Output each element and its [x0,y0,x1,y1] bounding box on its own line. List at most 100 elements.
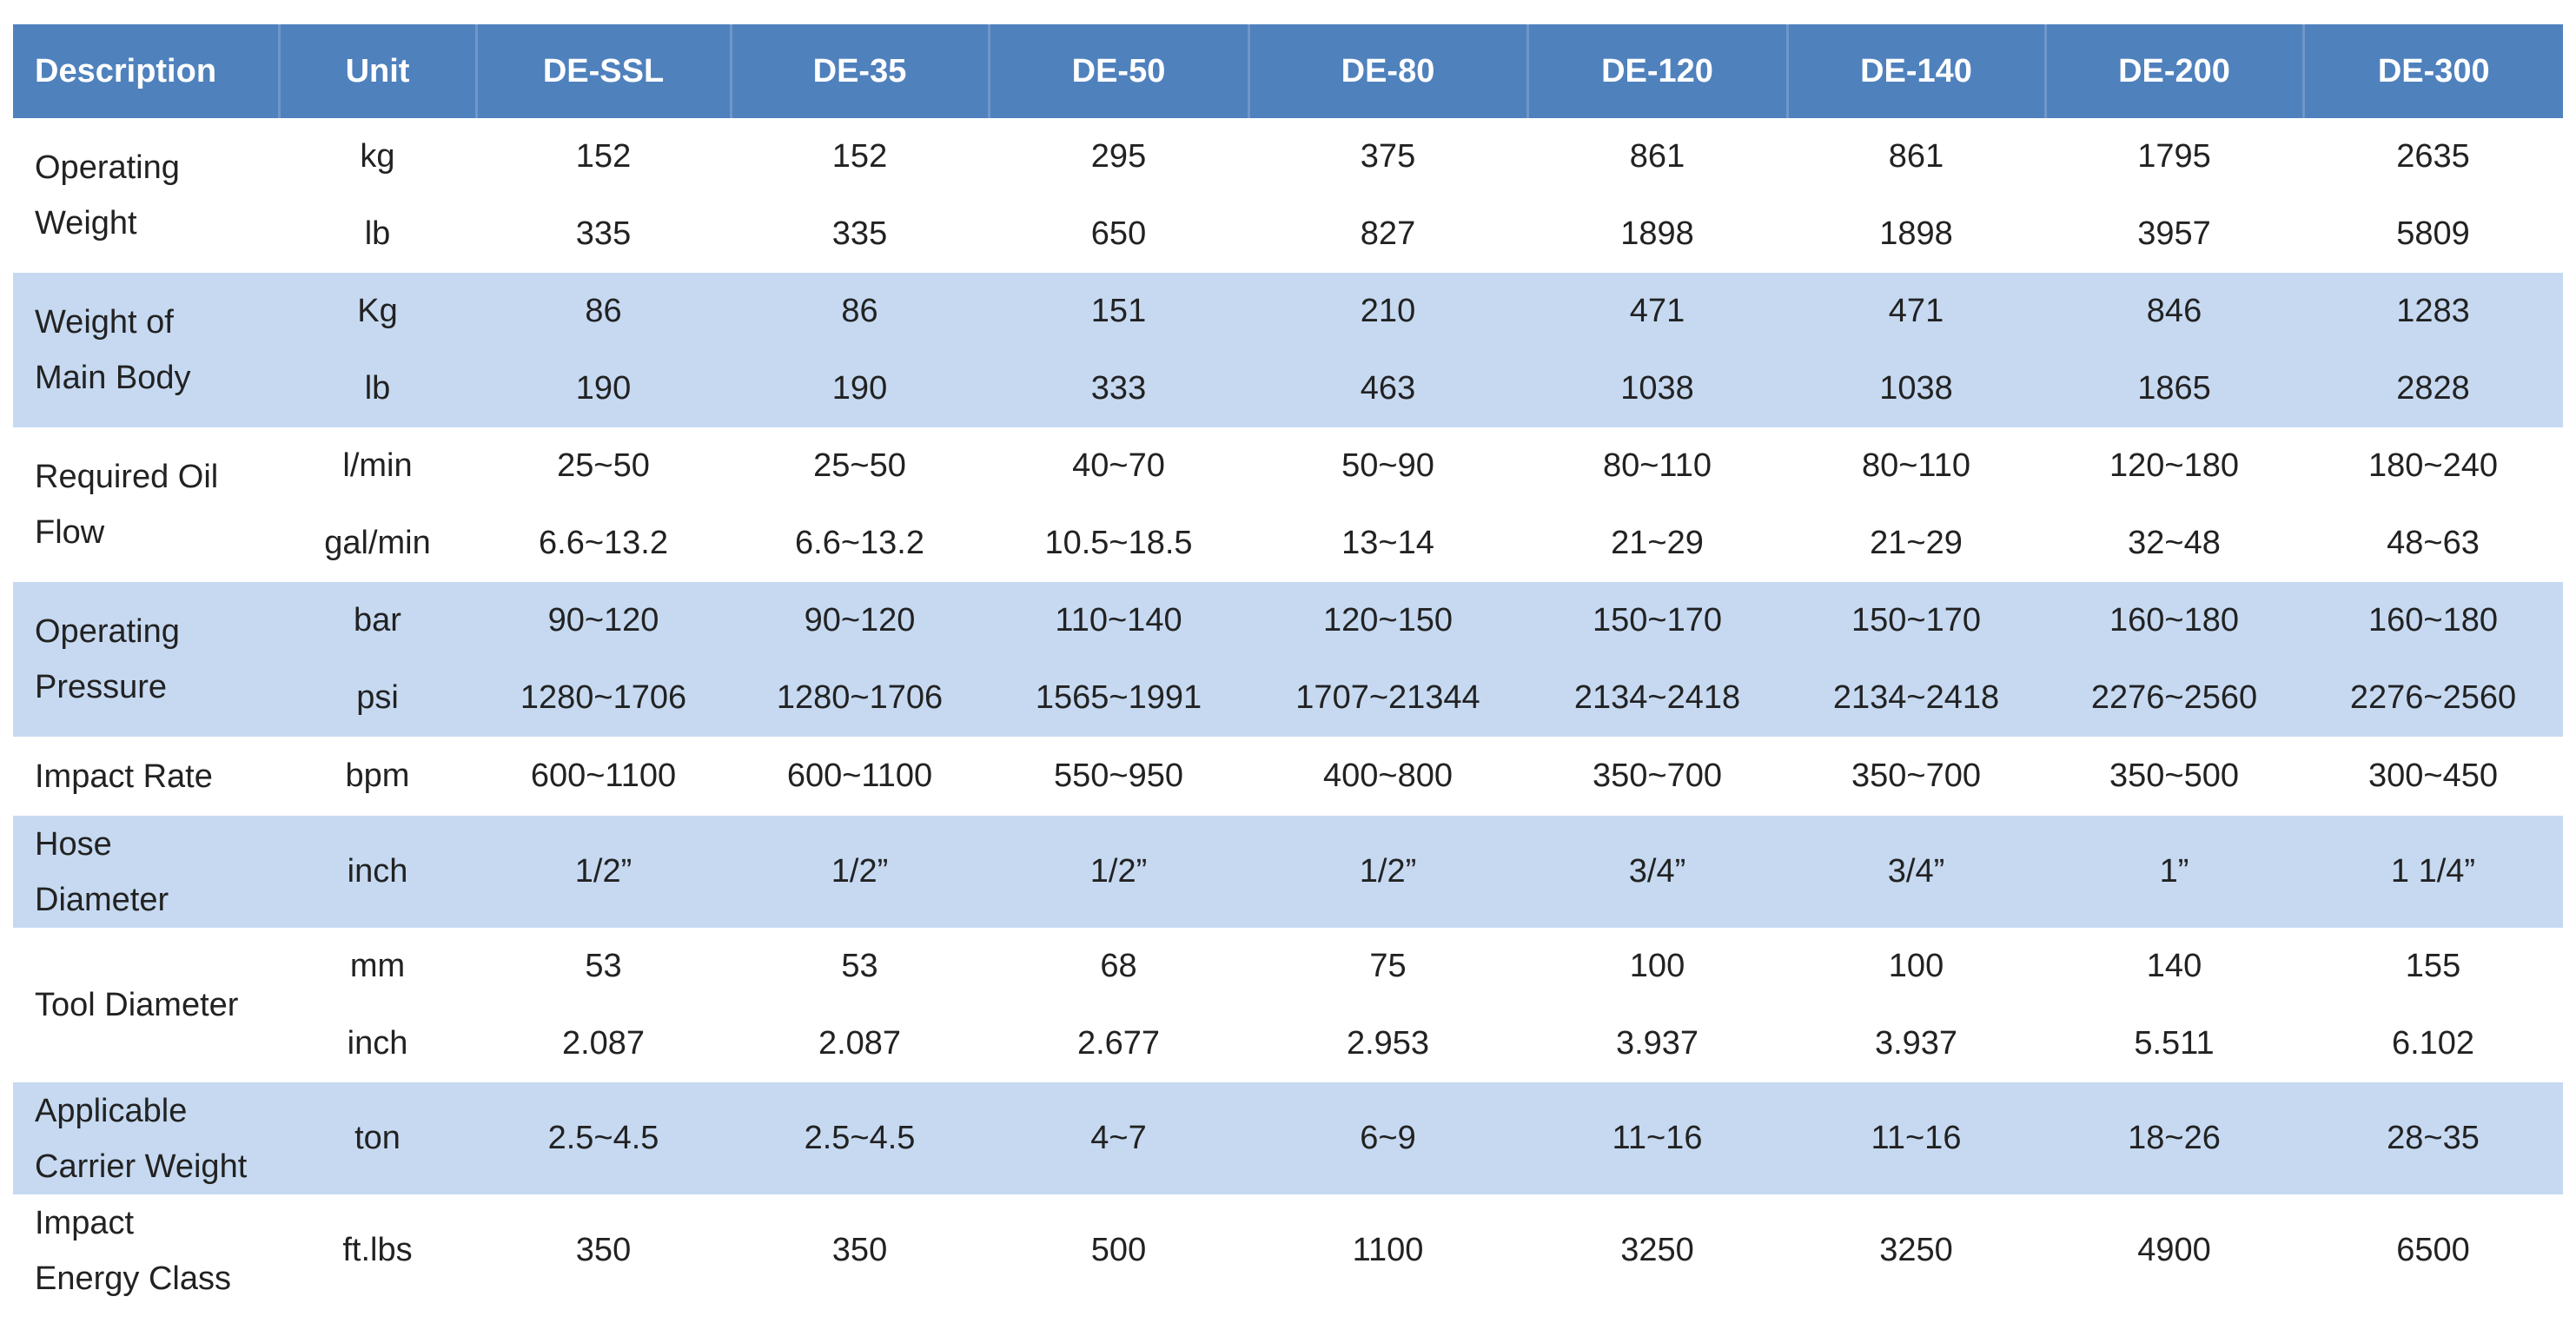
description-line: Weight of [35,304,174,341]
header-cell: DE-35 [731,24,990,118]
value-cell: 190 [731,350,989,427]
value-cell: 75 [1369,948,1407,984]
value-cell: 350 [831,1232,888,1268]
unit-cell: Kg [279,273,476,350]
value-cell: 350~700 [1593,758,1722,794]
value-cell: 2134~2418 [1527,659,1787,737]
value-cell: 2.087 [818,1025,902,1062]
value-cell: 86 [476,273,731,350]
description-line: Operating [35,149,180,186]
value-cell: 1 1/4” [2303,816,2563,928]
value-cell: 550~950 [1054,758,1183,794]
value-cell: 68 [1100,948,1137,984]
value-cell: 6.102 [2391,1025,2475,1062]
description-line: Diameter [35,881,169,918]
unit-cell: gal/min [324,525,431,561]
unit-cell: inch [279,816,476,928]
value-cell: 6500 [2396,1232,2470,1268]
value-cell: 2.5~4.5 [731,1082,989,1194]
unit-cell: bpm [345,758,410,794]
value-cell: 650 [1090,215,1147,252]
value-cell: 1707~21344 [1248,659,1527,737]
value-cell: 100 [1888,948,1944,984]
value-cell: 335 [575,215,632,252]
value-cell: 4~7 [989,1082,1248,1194]
unit-cell: kg [360,138,395,175]
value-cell: 6.6~13.2 [539,525,668,561]
table-row: inch 2.087 2.087 2.677 2.953 3.937 3.937 5.511 6… [13,1005,2563,1082]
header-cell: Description [13,24,281,118]
value-cell: 375 [1360,138,1416,175]
description-cell: Operating Pressure [13,582,279,737]
value-cell: 80~110 [1602,447,1712,484]
value-cell: 861 [1629,138,1685,175]
value-cell: 333 [989,350,1248,427]
value-cell: 1283 [2303,273,2563,350]
value-cell: 140 [2146,948,2202,984]
value-cell: 5.511 [2134,1025,2215,1062]
table-row: Applicable Carrier Weight ton 2.5~4.5 2.5~4.… [13,1082,2563,1194]
table-row: Operating Weight kg 152 152 295 375 861 861 1795 2… [13,118,2563,241]
value-cell: 827 [1360,215,1416,252]
header-cell: DE-80 [1248,24,1529,118]
value-cell: 90~120 [731,582,989,659]
value-cell: 1795 [2137,138,2211,175]
value-cell: 2.953 [1346,1025,1430,1062]
description-line: Impact Rate [35,758,213,795]
value-cell: 53 [585,948,622,984]
value-cell: 861 [1888,138,1944,175]
value-cell: 110~140 [989,582,1248,659]
value-cell: 1/2” [476,816,731,928]
header-cell: Unit [279,24,478,118]
value-cell: 1898 [1879,215,1953,252]
value-cell: 1/2” [731,816,989,928]
value-cell: 2134~2418 [1787,659,2045,737]
description-line: Energy Class [35,1260,231,1297]
unit-cell: lb [279,350,476,427]
value-cell: 28~35 [2303,1082,2563,1194]
value-cell: 190 [476,350,731,427]
description-cell: Required Oil Flow [13,427,279,582]
value-cell: 80~110 [1861,447,1971,484]
value-cell: 1565~1991 [989,659,1248,737]
description-line: Weight [35,205,137,241]
value-cell: 210 [1248,273,1527,350]
description-cell: Weight of Main Body [13,273,279,427]
value-cell: 2828 [2303,350,2563,427]
value-cell: 600~1100 [530,758,677,794]
table-row: psi 1280~1706 1280~1706 1565~1991 1707~21344… [13,659,2563,737]
value-cell: 300~450 [2368,758,2498,794]
value-cell: 11~16 [1527,1082,1787,1194]
value-cell: 846 [2045,273,2303,350]
value-cell: 25~50 [557,447,650,484]
table-row: Operating Pressure bar 90~120 90~120 110~140 1… [13,582,2563,737]
unit-cell: lb [364,215,391,252]
value-cell: 152 [575,138,632,175]
value-cell: 1280~1706 [476,659,731,737]
description-cell: Tool Diameter [13,928,279,1082]
value-cell: 13~14 [1341,525,1434,561]
unit-cell: bar [279,582,476,659]
unit-cell: l/min [342,447,413,484]
description-line: Applicable [35,1092,188,1129]
table-row: gal/min 6.6~13.2 6.6~13.2 10.5~18.5 13~14 21~… [13,505,2563,582]
value-cell: 11~16 [1787,1082,2045,1194]
value-cell: 2.087 [561,1025,646,1062]
value-cell: 350~500 [2109,758,2239,794]
table-row: lb 190 190 333 463 1038 1038 1865 2828 [13,350,2563,427]
header-cell: DE-120 [1527,24,1789,118]
value-cell: 2276~2560 [2045,659,2303,737]
value-cell: 150~170 [1527,582,1787,659]
header-cell: DE-300 [2303,24,2563,118]
value-cell: 151 [989,273,1248,350]
value-cell: 4900 [2137,1232,2211,1268]
description-cell: Impact Energy Class [13,1194,279,1307]
value-cell: 1” [2045,816,2303,928]
table-row: Hose Diameter inch 1/2” 1/2” 1/2” 1/2” 3/4” 3/4”… [13,816,2563,928]
description-cell: Impact Rate [13,737,279,816]
value-cell: 2276~2560 [2303,659,2563,737]
value-cell: 155 [2405,948,2461,984]
value-cell: 3250 [1620,1232,1694,1268]
value-cell: 400~800 [1323,758,1453,794]
description-line: Required Oil [35,459,219,495]
